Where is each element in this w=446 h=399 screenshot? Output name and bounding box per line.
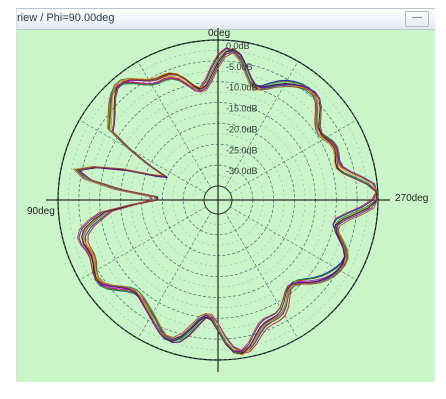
radial-tick-label: -15.0dB <box>226 104 258 114</box>
minimize-button[interactable]: — <box>405 11 429 27</box>
pattern-trace-5 <box>73 52 378 353</box>
grid-spoke <box>224 61 299 189</box>
angle-label-top: 0deg <box>208 28 230 39</box>
pattern-trace-2 <box>75 48 378 354</box>
grid-spoke <box>79 119 207 194</box>
bottom-strip <box>0 382 446 394</box>
pattern-trace-3 <box>74 50 378 352</box>
radial-tick-label: 0.0dB <box>226 41 250 51</box>
pattern-trace-4 <box>72 52 378 351</box>
radial-tick-label: -30.0dB <box>226 166 258 176</box>
title-bar[interactable]: riew / Phi=90.00deg — <box>17 9 435 30</box>
pattern-trace-10 <box>76 51 378 352</box>
pattern-trace-7 <box>77 48 377 356</box>
pattern-trace-8 <box>78 48 378 355</box>
pattern-trace-9 <box>77 50 378 353</box>
radial-tick-label: -25.0dB <box>226 145 258 155</box>
pattern-trace-6 <box>74 50 378 355</box>
angle-label-right: 270deg <box>395 193 428 204</box>
grid-spoke <box>137 61 212 189</box>
radial-tick-label: -5.0dB <box>226 62 253 72</box>
grid-spoke <box>229 119 357 194</box>
window-title: riew / Phi=90.00deg <box>17 12 115 24</box>
radial-tick-label: -20.0dB <box>226 124 258 134</box>
polar-plot-window: riew / Phi=90.00deg — <box>16 8 435 383</box>
pattern-trace-1 <box>75 47 378 355</box>
angle-label-left: 90deg <box>27 206 55 217</box>
radial-tick-label: -10.0dB <box>226 83 258 93</box>
grid-spoke <box>224 211 299 339</box>
grid-spoke <box>79 206 207 281</box>
